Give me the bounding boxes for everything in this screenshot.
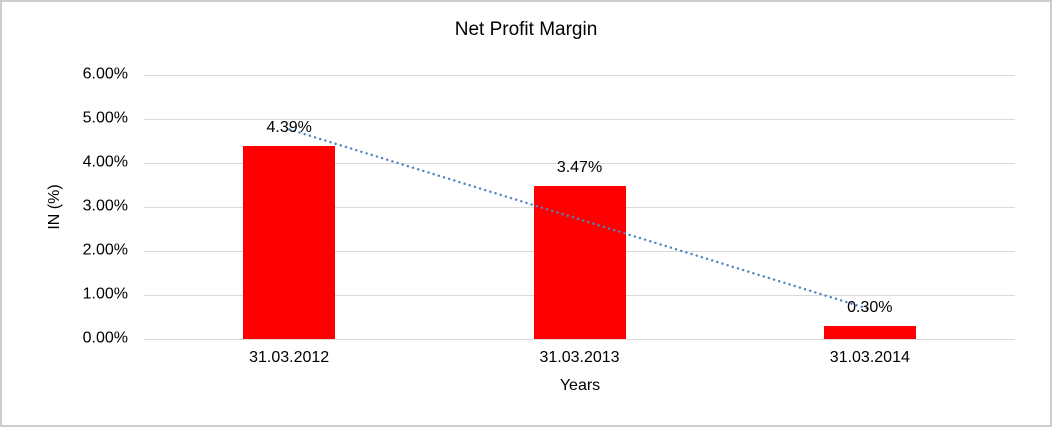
x-tick-label: 31.03.2014: [829, 349, 910, 366]
bar-31.03.2013: [533, 186, 626, 339]
x-axis-title: Years: [559, 377, 601, 394]
y-tick-label: 2.00%: [82, 241, 128, 259]
chart-title: Net Profit Margin: [454, 19, 598, 40]
bar-value-label: 0.30%: [847, 298, 893, 316]
y-tick-label: 1.00%: [82, 285, 128, 303]
gridline: [144, 75, 1015, 76]
x-tick-label: 31.03.2013: [539, 349, 620, 366]
bar-value-label: 4.39%: [266, 118, 312, 136]
bar-31.03.2012: [243, 145, 336, 339]
bar-value-label: 3.47%: [556, 159, 603, 177]
y-tick-label: 6.00%: [82, 65, 128, 83]
y-tick-label: 0.00%: [82, 329, 128, 347]
y-tick-label: 3.00%: [82, 197, 128, 215]
x-axis-line: [144, 339, 1015, 340]
y-tick-label: 4.00%: [82, 153, 128, 171]
gridline: [144, 119, 1015, 120]
x-tick-label: 31.03.2012: [249, 349, 330, 366]
y-tick-label: 5.00%: [82, 109, 128, 127]
bar-31.03.2014: [823, 325, 916, 339]
